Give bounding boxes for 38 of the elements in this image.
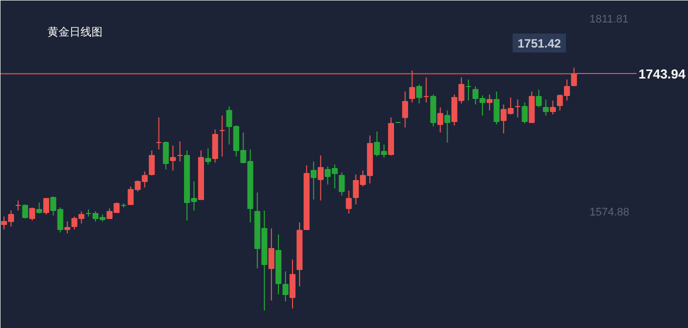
candlestick	[156, 116, 162, 150]
candlestick	[310, 160, 317, 200]
candlestick	[148, 150, 155, 176]
candlestick	[536, 89, 542, 108]
candlestick	[170, 144, 176, 171]
candlestick	[346, 190, 352, 214]
text: 黄金日线图	[48, 26, 102, 38]
candlestick	[176, 140, 183, 162]
candlestick	[338, 172, 345, 196]
candlestick	[423, 76, 430, 103]
candlestick	[290, 259, 296, 309]
candlestick	[22, 204, 28, 219]
candlestick	[494, 90, 500, 125]
candlestick	[318, 155, 324, 201]
candlestick	[29, 206, 36, 221]
candlestick	[282, 270, 288, 302]
candlestick	[486, 94, 493, 111]
y-tick-label: 1811.81	[590, 13, 628, 26]
candlestick	[416, 84, 422, 104]
y-tick-label: 1574.88	[590, 206, 630, 218]
candlestick	[514, 98, 521, 118]
candlestick	[437, 106, 444, 133]
candlestick	[15, 200, 22, 211]
candlestick	[64, 220, 70, 234]
candlestick	[205, 148, 212, 165]
annotation: 1751.42	[518, 36, 562, 50]
candlestick	[522, 102, 528, 124]
candlestick	[402, 90, 408, 128]
candlestick	[550, 100, 556, 115]
candlestick	[542, 98, 549, 116]
candlestick	[465, 79, 472, 102]
candlestick	[36, 202, 42, 214]
candlestick	[268, 228, 274, 301]
ref-line-label: 1743.94	[638, 66, 686, 82]
candlestick	[444, 110, 450, 143]
candlestick	[219, 115, 226, 157]
candlestick	[162, 140, 169, 170]
candlestick	[43, 198, 50, 215]
